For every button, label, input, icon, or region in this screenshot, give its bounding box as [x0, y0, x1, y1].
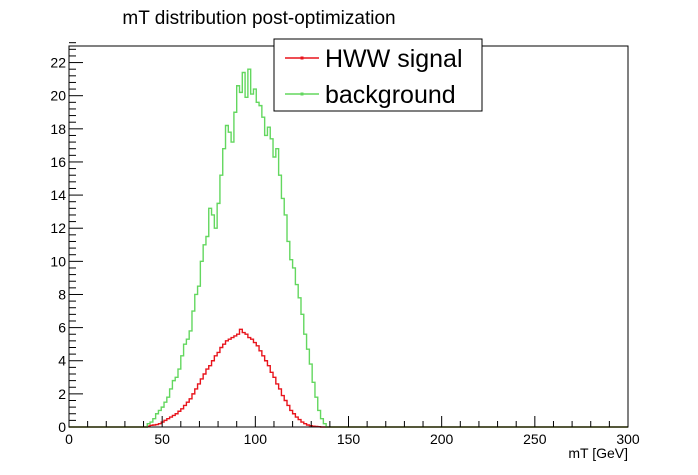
legend-entry-signal: HWW signal	[285, 45, 463, 73]
x-axis-label: mT [GeV]	[568, 445, 628, 461]
legend-entry-background: background	[285, 81, 456, 109]
legend-background-label: background	[325, 81, 456, 109]
y-tick-label: 14	[50, 187, 66, 203]
signal-histogram	[69, 328, 628, 428]
x-tick-label: 200	[430, 431, 454, 447]
y-tick-label: 16	[50, 154, 66, 170]
legend-box	[273, 38, 483, 112]
x-tick-label: 100	[244, 431, 268, 447]
y-tick-label: 2	[58, 386, 66, 402]
x-tick-label: 250	[523, 431, 547, 447]
x-tick-label: 300	[616, 431, 640, 447]
y-tick-label: 4	[58, 353, 66, 369]
legend-signal-label: HWW signal	[325, 45, 463, 73]
x-tick-label: 50	[154, 431, 170, 447]
y-tick-label: 12	[50, 220, 66, 236]
background-histogram	[69, 68, 628, 428]
chart-title: mT distribution post-optimization	[122, 8, 395, 29]
y-tick-label: 0	[58, 419, 66, 435]
y-tick-label: 8	[58, 286, 66, 302]
plot-area	[69, 68, 628, 428]
legend-background-marker	[300, 92, 304, 96]
y-tick-label: 18	[50, 121, 66, 137]
x-tick-label: 0	[65, 431, 73, 447]
x-tick-label: 150	[337, 431, 361, 447]
y-tick-label: 10	[50, 253, 66, 269]
legend: HWW signal background	[273, 38, 483, 112]
axes: 0 50 100 150 200 250 300 0 2 4 6 8 10 12 14 16 18 20 22	[50, 42, 640, 447]
legend-signal-marker	[300, 56, 304, 60]
y-tick-label: 22	[50, 55, 66, 71]
y-tick-label: 6	[58, 320, 66, 336]
y-tick-label: 20	[50, 88, 66, 104]
